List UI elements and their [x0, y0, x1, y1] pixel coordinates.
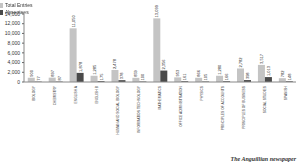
- svg-text:11,050: 11,050: [71, 15, 76, 28]
- svg-text:1,285: 1,285: [92, 64, 97, 75]
- svg-text:953: 953: [175, 69, 180, 76]
- svg-text:13,099: 13,099: [154, 4, 159, 17]
- svg-text:378: 378: [119, 72, 124, 79]
- svg-text:PRINCIPLES OF BUSINESS: PRINCIPLES OF BUSINESS: [242, 85, 246, 128]
- svg-text:0: 0: [17, 79, 20, 85]
- svg-text:OFFICE ADMINISTRATION: OFFICE ADMINISTRATION: [179, 85, 183, 126]
- svg-text:PHYSICS: PHYSICS: [200, 85, 204, 100]
- svg-text:SPANISH: SPANISH: [284, 85, 288, 100]
- svg-text:87: 87: [57, 75, 62, 80]
- svg-text:8,000: 8,000: [8, 40, 20, 46]
- svg-text:398: 398: [245, 72, 250, 79]
- svg-text:166: 166: [224, 73, 229, 80]
- svg-text:4,000: 4,000: [8, 59, 20, 65]
- svg-text:HUMAN AND SOCIAL BIOLOGY: HUMAN AND SOCIAL BIOLOGY: [116, 85, 120, 134]
- svg-text:INFORMATION TECHNOLOGY: INFORMATION TECHNOLOGY: [137, 85, 141, 133]
- svg-text:161: 161: [182, 73, 187, 80]
- svg-text:BIOLOGY: BIOLOGY: [32, 85, 36, 101]
- svg-text:CHEMISTRY: CHEMISTRY: [53, 85, 57, 105]
- svg-text:77: 77: [36, 75, 41, 80]
- svg-text:ENGLISH A: ENGLISH A: [74, 85, 78, 103]
- svg-text:105: 105: [203, 73, 208, 80]
- svg-text:900: 900: [29, 69, 34, 76]
- svg-text:12,000: 12,000: [8, 20, 20, 26]
- svg-text:3,517: 3,517: [259, 53, 264, 64]
- svg-text:100: 100: [140, 73, 145, 80]
- svg-text:2,782: 2,782: [238, 57, 243, 68]
- svg-text:SOCIAL STUDIES: SOCIAL STUDIES: [263, 85, 267, 113]
- svg-text:148: 148: [287, 73, 292, 80]
- svg-text:PRINCIPLES OF ACCOUNTS: PRINCIPLES OF ACCOUNTS: [221, 85, 225, 130]
- svg-text:859: 859: [133, 69, 138, 76]
- svg-text:2,478: 2,478: [112, 58, 117, 69]
- svg-text:866: 866: [196, 69, 201, 76]
- svg-text:175: 175: [99, 73, 104, 80]
- svg-text:1,878: 1,878: [78, 61, 83, 72]
- svg-text:782: 782: [280, 70, 285, 77]
- svg-text:ENGLISH B: ENGLISH B: [95, 85, 99, 103]
- svg-text:MATHEMATICS: MATHEMATICS: [158, 85, 162, 109]
- svg-text:1,013: 1,013: [266, 65, 271, 76]
- svg-text:897: 897: [50, 69, 55, 76]
- svg-text:2,000: 2,000: [8, 69, 20, 75]
- svg-text:1,280: 1,280: [217, 64, 222, 75]
- svg-text:2,356: 2,356: [161, 59, 166, 70]
- svg-text:14,000: 14,000: [8, 11, 20, 17]
- svg-text:6,000: 6,000: [8, 50, 20, 56]
- svg-text:10,000: 10,000: [8, 30, 20, 36]
